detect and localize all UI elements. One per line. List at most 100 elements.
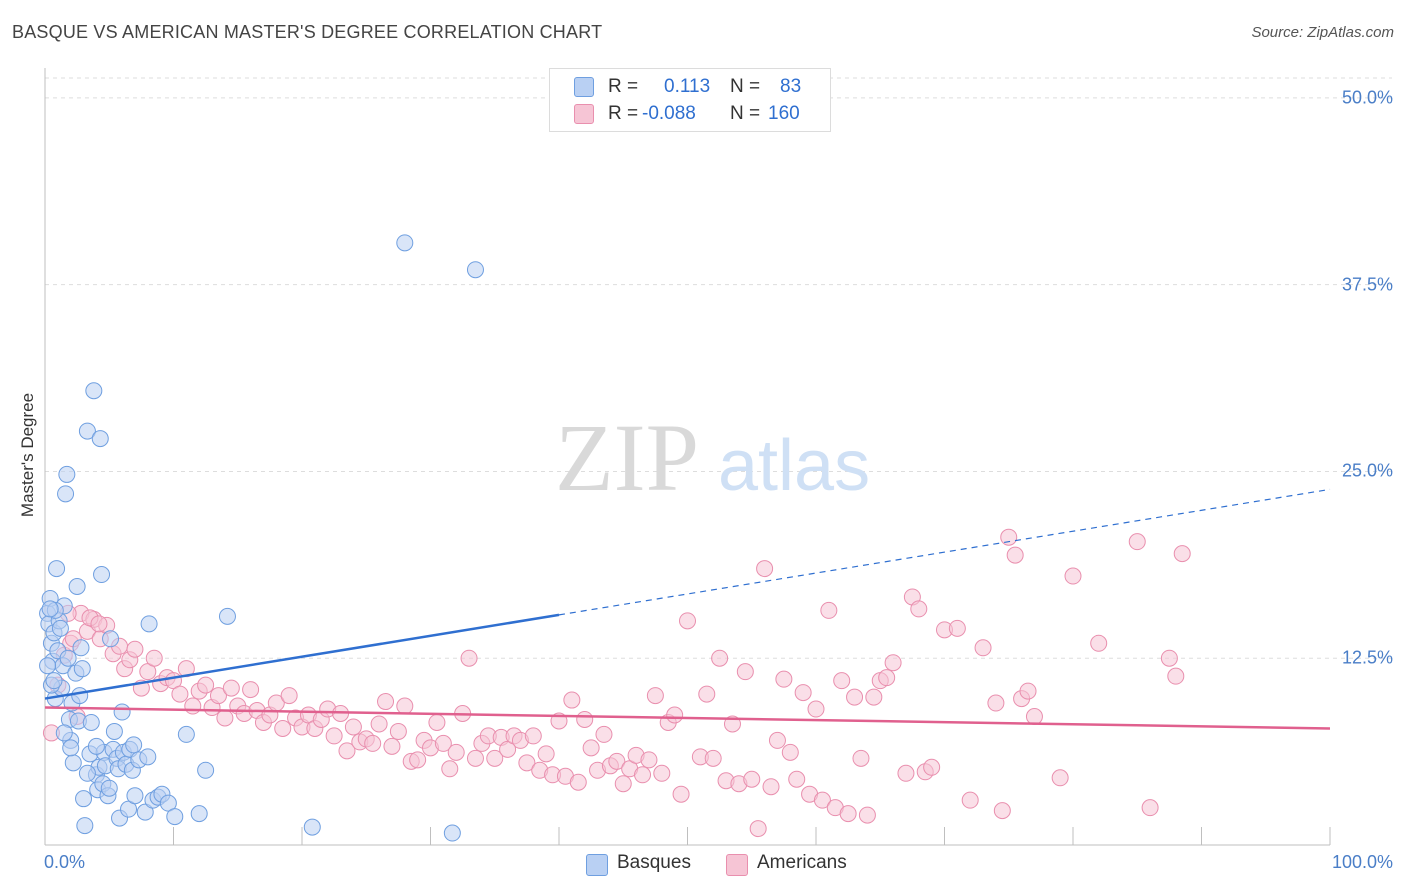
american-point — [537, 745, 555, 763]
american-point — [209, 687, 227, 705]
basque-point — [48, 560, 66, 578]
basque-point — [62, 739, 80, 757]
american-point — [171, 685, 189, 703]
american-point — [852, 749, 870, 767]
basque-point — [85, 382, 103, 400]
basque-point — [78, 764, 96, 782]
chart-title: BASQUE VS AMERICAN MASTER'S DEGREE CORRE… — [12, 22, 603, 42]
basque-point — [73, 660, 91, 678]
basque-point — [466, 261, 484, 279]
basque-point — [396, 234, 414, 252]
basque-point — [45, 672, 63, 690]
basque-point — [55, 724, 73, 742]
american-point — [897, 764, 915, 782]
american-point — [749, 820, 767, 838]
american-point — [524, 727, 542, 745]
american-point — [396, 697, 414, 715]
basque-point — [51, 619, 69, 637]
american-point — [736, 663, 754, 681]
american-point — [1025, 707, 1043, 725]
american-point — [383, 737, 401, 755]
trend-lines — [44, 488, 1331, 730]
american-point — [1064, 567, 1082, 585]
american-point — [756, 560, 774, 578]
y-tick-label: 25.0% — [1341, 460, 1393, 481]
y-tick-label: 50.0% — [1341, 87, 1393, 108]
american-point — [704, 749, 722, 767]
basque-point — [76, 817, 94, 835]
american-point — [640, 751, 658, 769]
american-point — [409, 751, 427, 769]
american-point — [1051, 769, 1069, 787]
american-point — [242, 681, 260, 699]
american-point — [858, 806, 876, 824]
watermark-zip: ZIP — [555, 404, 699, 511]
basque-point — [126, 787, 144, 805]
american-point — [813, 791, 831, 809]
american-point — [518, 754, 536, 772]
american-point — [679, 612, 696, 630]
basque-point — [58, 465, 76, 483]
stats-legend: R = 0.113 N = 83 R = -0.088 N = 160 — [549, 68, 831, 132]
american-point — [90, 615, 108, 633]
american-point — [1160, 649, 1178, 667]
basque-point — [75, 790, 93, 808]
legend-r-label: R = — [608, 103, 639, 124]
basque-point — [140, 615, 158, 633]
x-tick-label-min: 0.0% — [44, 852, 86, 872]
basque-point — [57, 485, 75, 503]
basque-point — [91, 430, 109, 448]
american-point — [466, 749, 484, 767]
legend-label-basques: Basques — [617, 852, 691, 873]
basque-point — [71, 687, 89, 705]
basque-point — [39, 657, 57, 675]
american-point — [563, 691, 581, 709]
watermark: ZIP atlas — [555, 404, 870, 511]
american-point — [846, 688, 864, 706]
legend-n-value-americans: 160 — [768, 103, 800, 124]
american-point — [428, 713, 446, 731]
basque-point — [177, 725, 195, 743]
american-point — [441, 760, 459, 778]
american-point — [807, 700, 825, 718]
legend-r-value-basques: 0.113 — [664, 76, 711, 97]
american-point — [884, 654, 902, 672]
basque-point — [136, 803, 154, 821]
american-point — [743, 770, 761, 788]
american-point — [781, 743, 799, 761]
x-tick-label-max: 100.0% — [1331, 852, 1393, 872]
y-tick-label: 12.5% — [1341, 647, 1393, 668]
basque-point — [64, 754, 82, 772]
american-point — [820, 601, 838, 619]
basque-point — [78, 422, 96, 440]
american-point — [794, 684, 812, 702]
american-point — [184, 697, 202, 715]
american-point — [672, 785, 690, 803]
basque-trend-line — [44, 613, 560, 700]
basque-point — [125, 736, 143, 754]
american-point — [582, 739, 600, 757]
american-point — [460, 649, 478, 667]
american-point — [961, 791, 979, 809]
legend-swatch-basques — [586, 854, 608, 876]
american-point — [762, 778, 780, 796]
american-point — [839, 805, 857, 823]
basque-point — [102, 630, 120, 648]
basque-point — [166, 808, 184, 826]
american-point — [865, 688, 883, 706]
american-point — [1141, 799, 1159, 817]
legend-r-label: R = — [608, 76, 639, 97]
axes — [44, 68, 1331, 846]
watermark-atlas: atlas — [718, 426, 870, 506]
american-point — [1019, 682, 1037, 700]
basque-point — [41, 600, 59, 618]
y-tick-label: 37.5% — [1341, 274, 1393, 295]
basque-point — [443, 824, 461, 842]
american-point — [634, 766, 652, 784]
american-point — [344, 718, 362, 736]
american-point — [1000, 528, 1018, 546]
basque-point — [72, 639, 90, 657]
basque-trend-extension — [558, 488, 1331, 616]
american-point — [1090, 634, 1108, 652]
basque-point — [303, 818, 321, 836]
